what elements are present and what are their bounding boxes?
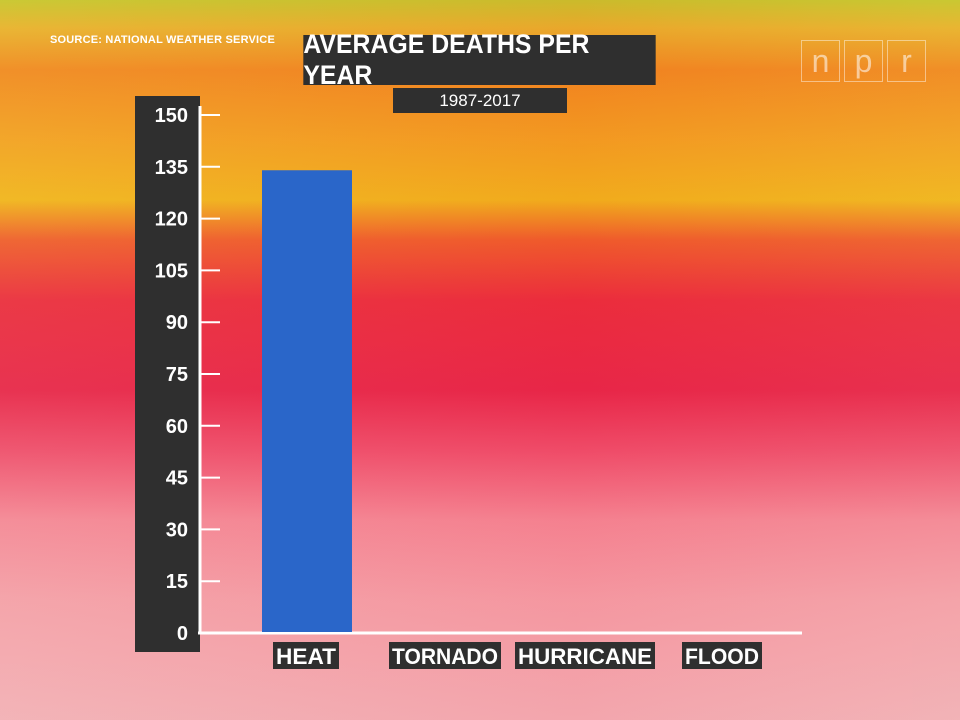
category-label-bg — [273, 642, 339, 669]
y-tick-label: 90 — [166, 312, 188, 334]
category-label-bg — [515, 642, 655, 669]
y-tick-label: 0 — [177, 623, 188, 645]
y-tick-label: 45 — [166, 468, 188, 490]
y-tick-label: 60 — [166, 416, 188, 438]
category-label-bg — [389, 642, 501, 669]
logo-letter-p: p — [844, 40, 883, 82]
y-tick-label: 105 — [155, 260, 188, 282]
source-note: SOURCE: NATIONAL WEATHER SERVICE — [50, 34, 275, 46]
bars — [262, 170, 352, 632]
y-tick-label: 150 — [155, 105, 188, 127]
y-tick-label: 30 — [166, 519, 188, 541]
y-tick-label: 15 — [166, 571, 188, 593]
category-label-flood: FLOOD — [685, 644, 759, 669]
y-tick-label: 75 — [166, 364, 188, 386]
logo-letter-r: r — [887, 40, 926, 82]
category-labels: HEAT TORNADO HURRICANE FLOOD — [273, 642, 762, 669]
category-label-bg — [682, 642, 762, 669]
npr-logo: n p r — [801, 40, 926, 82]
y-tick-label: 120 — [155, 209, 188, 231]
logo-letter-n: n — [801, 40, 840, 82]
category-label-hurricane: HURRICANE — [518, 644, 652, 669]
category-label-heat: HEAT — [276, 644, 337, 669]
category-label-tornado: TORNADO — [392, 644, 498, 669]
y-axis-ticks: 0 15 30 45 60 75 90 105 120 135 150 — [155, 105, 220, 645]
chart-subtitle: 1987-2017 — [393, 88, 567, 113]
bar-heat — [262, 170, 352, 632]
y-axis-panel — [135, 96, 200, 652]
y-tick-label: 135 — [155, 157, 188, 179]
